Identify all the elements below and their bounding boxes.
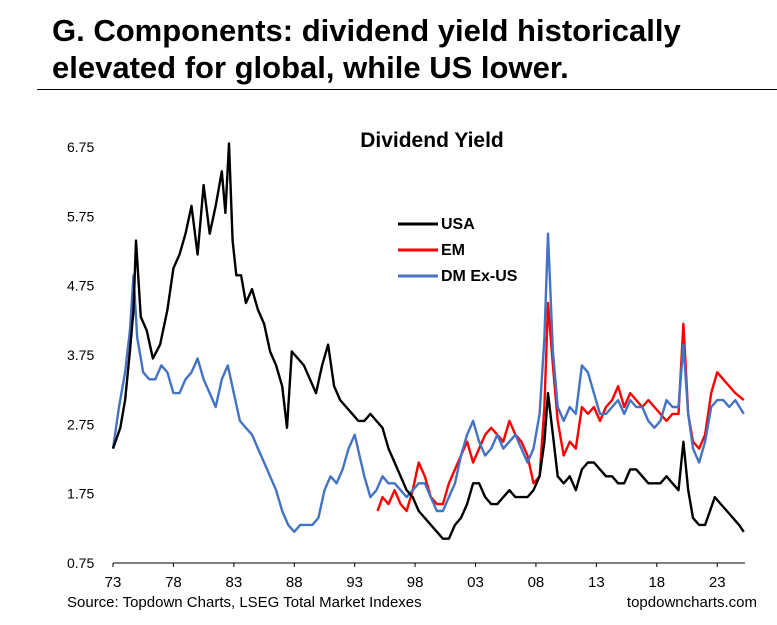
- page-title: G. Components: dividend yield historical…: [52, 12, 772, 86]
- legend-label: DM Ex-US: [441, 268, 518, 285]
- chart-title: Dividend Yield: [360, 129, 504, 152]
- title-divider: [37, 89, 777, 90]
- y-tick-label: 1.75: [67, 486, 94, 502]
- y-tick-label: 2.75: [67, 416, 94, 432]
- legend-label: EM: [441, 242, 465, 259]
- x-tick-label: 83: [225, 574, 242, 591]
- brand-label: topdowncharts.com: [626, 594, 757, 611]
- series-line-dm-ex-us: [111, 232, 745, 533]
- x-tick-label: 03: [467, 574, 484, 591]
- x-tick-label: 73: [105, 574, 122, 591]
- title-line-2: elevated for global, while US lower.: [52, 50, 569, 85]
- series-line-usa: [111, 142, 745, 540]
- x-tick-label: 93: [346, 574, 363, 591]
- y-tick-label: 5.75: [67, 208, 94, 224]
- y-tick-label: 6.75: [67, 139, 94, 155]
- y-tick-label: 0.75: [67, 555, 94, 571]
- legend-label: USA: [441, 216, 475, 233]
- x-tick-label: 23: [709, 574, 726, 591]
- x-tick-label: 88: [286, 574, 303, 591]
- x-tick-label: 08: [528, 574, 545, 591]
- y-tick-label: 3.75: [67, 347, 94, 363]
- x-tick-label: 98: [407, 574, 424, 591]
- title-line-1: G. Components: dividend yield historical…: [52, 13, 681, 48]
- source-note: Source: Topdown Charts, LSEG Total Marke…: [67, 594, 422, 611]
- x-tick-label: 13: [588, 574, 605, 591]
- x-tick-label: 78: [165, 574, 182, 591]
- x-tick-label: 18: [648, 574, 665, 591]
- y-tick-label: 4.75: [67, 278, 94, 294]
